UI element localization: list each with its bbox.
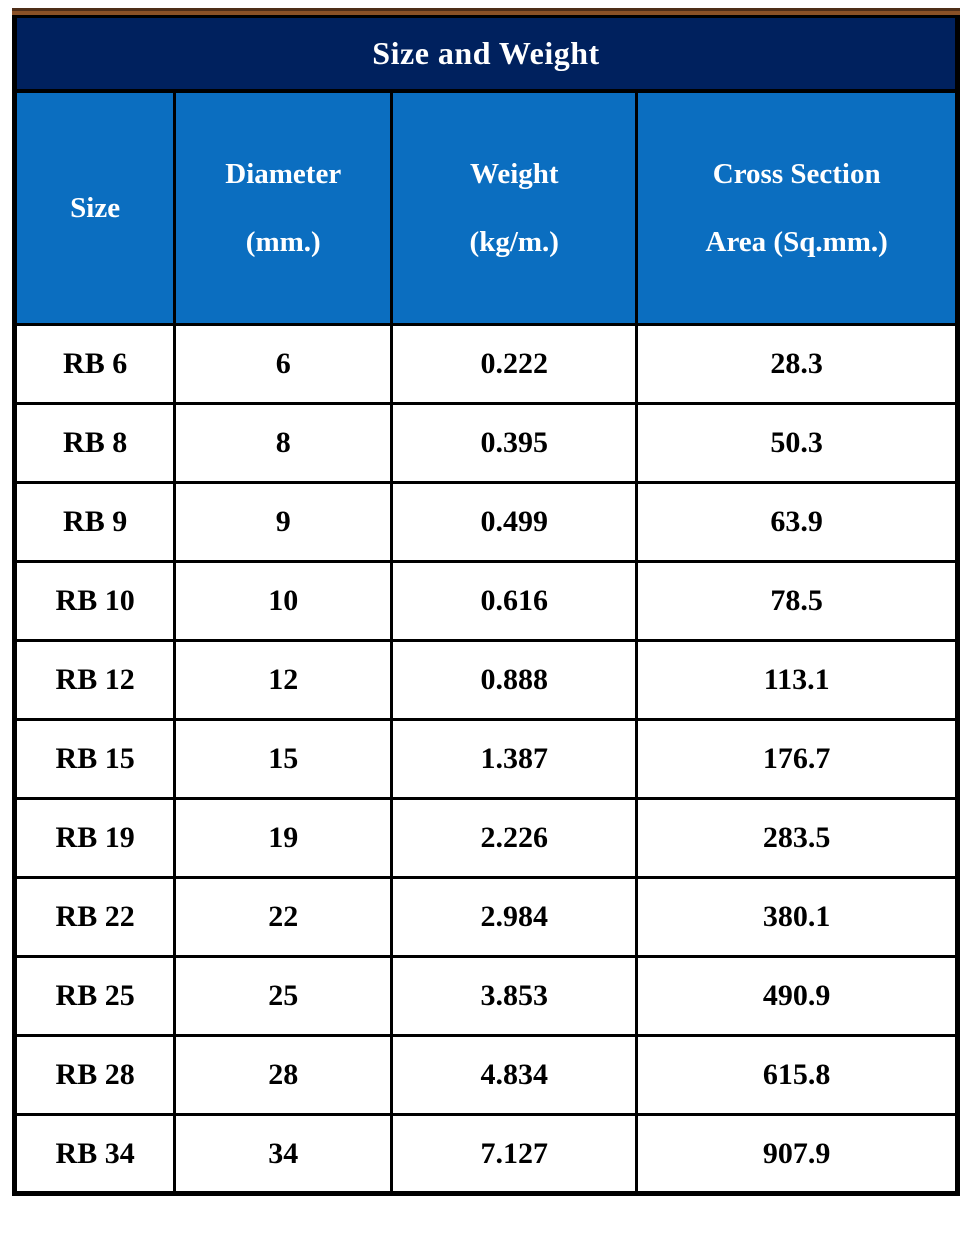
cell-size: RB 6 bbox=[12, 323, 177, 405]
data-table: Size and Weight Size Diameter (mm.) Weig… bbox=[12, 15, 960, 1196]
cell-diameter: 10 bbox=[173, 560, 394, 642]
cell-weight: 3.853 bbox=[390, 955, 639, 1037]
table-body: RB 6 6 0.222 28.3 RB 8 8 0.395 50.3 RB 9… bbox=[12, 323, 959, 1195]
cell-area: 490.9 bbox=[635, 955, 959, 1037]
cell-diameter: 22 bbox=[173, 876, 394, 958]
cell-size: RB 34 bbox=[12, 1113, 177, 1195]
cell-size: RB 8 bbox=[12, 402, 177, 484]
cell-diameter: 8 bbox=[173, 402, 394, 484]
table-row: RB 10 10 0.616 78.5 bbox=[12, 560, 959, 642]
cell-diameter: 28 bbox=[173, 1034, 394, 1116]
cell-size: RB 9 bbox=[12, 481, 177, 563]
cell-diameter: 9 bbox=[173, 481, 394, 563]
cell-area: 78.5 bbox=[635, 560, 959, 642]
cell-size: RB 15 bbox=[12, 718, 177, 800]
title-row: Size and Weight bbox=[13, 15, 959, 93]
table-title: Size and Weight bbox=[13, 15, 959, 93]
cell-weight: 1.387 bbox=[390, 718, 639, 800]
table-row: RB 15 15 1.387 176.7 bbox=[12, 718, 959, 800]
cell-size: RB 12 bbox=[12, 639, 177, 721]
cell-diameter: 19 bbox=[173, 797, 394, 879]
cell-diameter: 12 bbox=[173, 639, 394, 721]
cell-area: 380.1 bbox=[635, 876, 959, 958]
cell-diameter: 25 bbox=[173, 955, 394, 1037]
cell-size: RB 10 bbox=[12, 560, 177, 642]
cell-area: 176.7 bbox=[635, 718, 959, 800]
cell-weight: 7.127 bbox=[390, 1113, 639, 1195]
cell-weight: 0.222 bbox=[390, 323, 639, 405]
cell-weight: 0.616 bbox=[390, 560, 639, 642]
table-row: RB 22 22 2.984 380.1 bbox=[12, 876, 959, 958]
cell-area: 63.9 bbox=[635, 481, 959, 563]
cell-weight: 2.226 bbox=[390, 797, 639, 879]
column-header-weight: Weight (kg/m.) bbox=[390, 89, 639, 326]
cell-weight: 2.984 bbox=[390, 876, 639, 958]
column-header-diameter: Diameter (mm.) bbox=[173, 89, 394, 326]
column-header-size: Size bbox=[12, 89, 177, 326]
table-row: RB 8 8 0.395 50.3 bbox=[12, 402, 959, 484]
table-row: RB 19 19 2.226 283.5 bbox=[12, 797, 959, 879]
cell-area: 28.3 bbox=[635, 323, 959, 405]
cell-area: 907.9 bbox=[635, 1113, 959, 1195]
cell-area: 50.3 bbox=[635, 402, 959, 484]
cell-size: RB 25 bbox=[12, 955, 177, 1037]
cell-size: RB 28 bbox=[12, 1034, 177, 1116]
cell-diameter: 6 bbox=[173, 323, 394, 405]
cell-area: 113.1 bbox=[635, 639, 959, 721]
table-row: RB 28 28 4.834 615.8 bbox=[12, 1034, 959, 1116]
size-weight-table: Size and Weight Size Diameter (mm.) Weig… bbox=[12, 8, 960, 1196]
table-row: RB 6 6 0.222 28.3 bbox=[12, 323, 959, 405]
cell-diameter: 15 bbox=[173, 718, 394, 800]
table-row: RB 12 12 0.888 113.1 bbox=[12, 639, 959, 721]
cell-size: RB 19 bbox=[12, 797, 177, 879]
header-row: Size Diameter (mm.) Weight (kg/m.) Cross… bbox=[12, 89, 959, 326]
column-header-cross-section-area: Cross Section Area (Sq.mm.) bbox=[635, 89, 959, 326]
top-accent-line bbox=[12, 8, 960, 15]
cell-weight: 0.499 bbox=[390, 481, 639, 563]
cell-weight: 0.395 bbox=[390, 402, 639, 484]
cell-area: 283.5 bbox=[635, 797, 959, 879]
cell-weight: 0.888 bbox=[390, 639, 639, 721]
cell-area: 615.8 bbox=[635, 1034, 959, 1116]
cell-size: RB 22 bbox=[12, 876, 177, 958]
table-row: RB 9 9 0.499 63.9 bbox=[12, 481, 959, 563]
table-row: RB 34 34 7.127 907.9 bbox=[12, 1113, 959, 1195]
cell-weight: 4.834 bbox=[390, 1034, 639, 1116]
cell-diameter: 34 bbox=[173, 1113, 394, 1195]
table-row: RB 25 25 3.853 490.9 bbox=[12, 955, 959, 1037]
